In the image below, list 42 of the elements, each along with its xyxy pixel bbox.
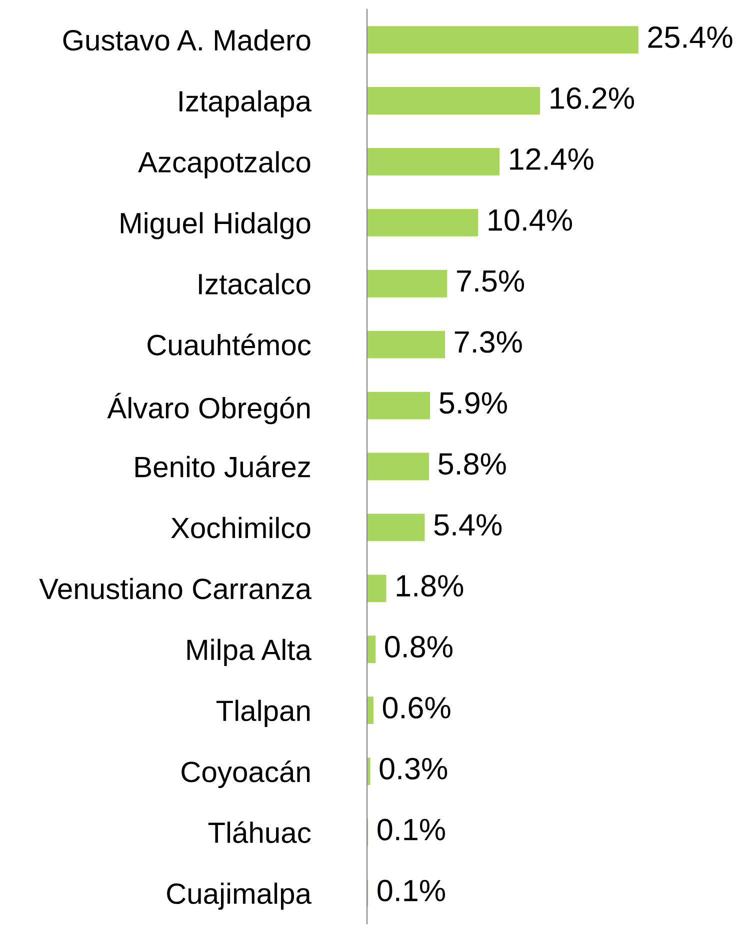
bar bbox=[367, 270, 448, 298]
bar bbox=[367, 392, 430, 420]
bar bbox=[367, 452, 429, 480]
data-label: 25.4% bbox=[648, 26, 732, 48]
bar bbox=[367, 148, 500, 176]
bar bbox=[367, 330, 446, 358]
data-label: 5.8% bbox=[438, 453, 506, 475]
data-label: 7.5% bbox=[457, 270, 524, 292]
bar bbox=[367, 574, 386, 602]
data-label: 0.3% bbox=[380, 758, 448, 780]
data-label: 0.1% bbox=[378, 880, 445, 902]
data-label: 12.4% bbox=[510, 148, 594, 170]
y-tick-label: Benito Juárez bbox=[136, 456, 310, 478]
y-tick-label: Iztapalapa bbox=[180, 90, 312, 118]
data-label: 7.3% bbox=[454, 331, 522, 353]
data-label: 10.4% bbox=[488, 209, 572, 231]
bar bbox=[367, 26, 638, 54]
y-tick-label: Cuauhtémoc bbox=[148, 334, 311, 356]
y-tick-label: Tláhuac bbox=[208, 821, 311, 844]
y-tick-label: Milpa Alta bbox=[187, 638, 312, 666]
bar bbox=[367, 696, 374, 724]
bar bbox=[367, 87, 540, 114]
y-tick-label: Venustiano Carranza bbox=[39, 578, 312, 600]
data-label: 0.6% bbox=[382, 696, 450, 719]
y-tick-label: Tlalpan bbox=[216, 700, 310, 727]
data-label: 5.9% bbox=[440, 392, 507, 414]
y-tick-label: Cuajimalpa bbox=[167, 882, 312, 910]
y-tick-label: Coyoacán bbox=[182, 760, 310, 788]
data-label: 1.8% bbox=[396, 574, 464, 597]
y-tick-label: Gustavo A. Madero bbox=[63, 29, 310, 51]
y-tick-label: Álvaro Obregón bbox=[107, 392, 310, 424]
data-label: 0.1% bbox=[378, 818, 445, 840]
y-tick-label: Miguel Hidalgo bbox=[120, 212, 310, 240]
bar bbox=[367, 208, 478, 236]
data-label: 0.8% bbox=[385, 636, 452, 658]
bar bbox=[367, 514, 425, 542]
data-label: 16.2% bbox=[550, 87, 634, 109]
y-tick-label: Xochimilco bbox=[171, 516, 310, 538]
y-tick-label: Iztacalco bbox=[199, 273, 310, 294]
data-label: 5.4% bbox=[434, 514, 502, 536]
y-tick-label: Azcapotzalco bbox=[138, 151, 310, 178]
bar bbox=[367, 636, 376, 664]
